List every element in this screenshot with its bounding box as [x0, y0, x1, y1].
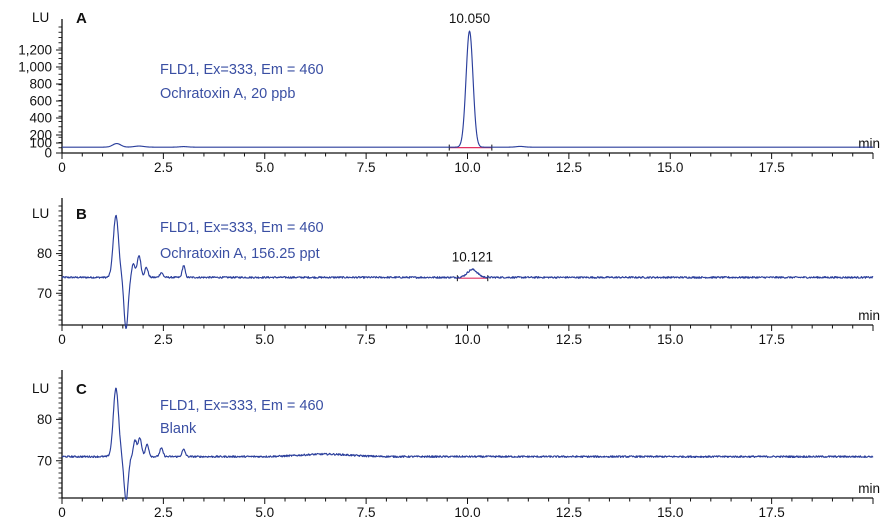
y-tick-label: 1,000	[18, 60, 52, 75]
x-tick-label: 0	[58, 505, 66, 520]
x-tick-label: 7.5	[357, 160, 376, 175]
x-tick-label: 2.5	[154, 505, 173, 520]
x-tick-label: 15.0	[657, 160, 683, 175]
trace-annotation: Blank	[160, 421, 197, 437]
chromatogram-panel-b: 0 2.5 5.0 7.5 10.0 12.5 15.0 17.5 min 70 80 LU B FLD1…	[32, 198, 880, 347]
y-tick-label: 1,200	[18, 43, 52, 58]
peak-retention-label: 10.050	[449, 11, 490, 26]
x-tick-label: 2.5	[154, 332, 173, 347]
x-tick-label: 12.5	[556, 332, 582, 347]
x-axis-unit: min	[858, 481, 880, 496]
y-tick-label: 70	[37, 453, 52, 468]
y-tick-label: 80	[37, 412, 52, 427]
trace-annotation: Ochratoxin A, 20 ppb	[160, 86, 295, 102]
trace-annotation: FLD1, Ex=333, Em = 460	[160, 398, 324, 414]
trace-annotation: Ochratoxin A, 156.25 ppt	[160, 246, 320, 262]
x-tick-label: 12.5	[556, 505, 582, 520]
x-tick-label: 10.0	[454, 160, 480, 175]
y-tick-label: 80	[37, 246, 52, 261]
trace-annotation: FLD1, Ex=333, Em = 460	[160, 220, 324, 236]
x-tick-label: 15.0	[657, 505, 683, 520]
x-tick-label: 5.0	[255, 332, 274, 347]
panel-label: B	[76, 206, 87, 223]
chromatogram-trace	[61, 214, 874, 329]
chromatogram-panel-a: 0 2.5 5.0 7.5 10.0 12.5 15.0 17.5min01002004006…	[18, 10, 880, 175]
y-tick-label: 0	[44, 146, 52, 161]
y-axis-unit: LU	[32, 206, 49, 221]
x-tick-label: 0	[58, 332, 66, 347]
x-tick-label: 17.5	[758, 332, 784, 347]
x-tick-label: 17.5	[758, 160, 784, 175]
y-tick-label: 200	[29, 128, 52, 143]
y-axis-unit: LU	[32, 381, 49, 396]
x-tick-label: 15.0	[657, 332, 683, 347]
panel-label: A	[76, 10, 87, 27]
x-tick-label: 5.0	[255, 505, 274, 520]
chromatogram-trace	[61, 387, 874, 500]
y-tick-label: 800	[29, 77, 52, 92]
x-tick-label: 10.0	[454, 505, 480, 520]
x-tick-label: 2.5	[154, 160, 173, 175]
x-tick-label: 5.0	[255, 160, 274, 175]
x-axis-unit: min	[858, 308, 880, 323]
chromatogram-trace	[61, 30, 874, 148]
trace-annotation: FLD1, Ex=333, Em = 460	[160, 62, 324, 78]
peak-retention-label: 10.121	[452, 249, 493, 264]
x-tick-label: 12.5	[556, 160, 582, 175]
panel-label: C	[76, 381, 87, 398]
x-axis-unit: min	[858, 136, 880, 151]
y-tick-label: 70	[37, 286, 52, 301]
y-tick-label: 600	[29, 94, 52, 109]
y-axis-unit: LU	[32, 10, 49, 25]
chromatogram-panel-c: 0 2.5 5.0 7.5 10.0 12.5 15.0 17.5 min 70 80 LU C FLD1…	[32, 370, 880, 520]
x-tick-label: 10.0	[454, 332, 480, 347]
x-tick-label: 7.5	[357, 505, 376, 520]
x-tick-label: 17.5	[758, 505, 784, 520]
y-tick-label: 100	[29, 136, 52, 151]
x-tick-label: 7.5	[357, 332, 376, 347]
y-tick-label: 400	[29, 111, 52, 126]
x-tick-label: 0	[58, 160, 66, 175]
